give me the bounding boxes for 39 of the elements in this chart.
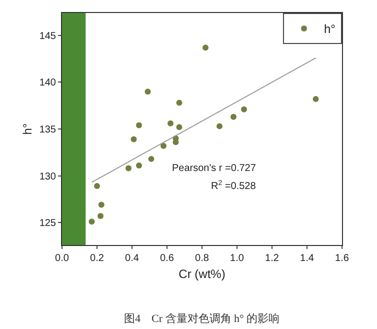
point <box>312 96 319 102</box>
point <box>241 106 247 112</box>
point <box>126 165 132 172</box>
y-tick-label: 140 <box>39 78 56 89</box>
point <box>176 100 182 106</box>
x-axis-title: Cr (wt%) <box>178 266 226 281</box>
point <box>230 114 236 120</box>
x-tick-label: 0.4 <box>125 253 140 264</box>
x-tick-label: 0.8 <box>195 253 210 264</box>
point <box>98 213 104 219</box>
point <box>136 122 142 128</box>
x-tick-label: 0.6 <box>160 253 174 264</box>
point <box>144 88 151 95</box>
point <box>160 142 166 149</box>
point <box>94 183 100 190</box>
point <box>88 218 95 225</box>
annotation: R$^{2}$ =0.528 <box>211 180 256 192</box>
x-tick-label: 1.0 <box>230 253 244 264</box>
x-tick-label: 0.2 <box>90 253 104 264</box>
y-tick-label: 145 <box>39 30 56 42</box>
point <box>136 162 142 168</box>
point <box>216 123 222 130</box>
point <box>176 124 182 130</box>
point <box>98 202 104 208</box>
legend-label: h° <box>324 22 336 36</box>
x-tick-label: 1.4 <box>300 253 314 264</box>
y-tick-label: 135 <box>39 124 56 136</box>
y-tick-label: 125 <box>39 218 56 230</box>
y-tick-label: 130 <box>39 171 56 182</box>
point <box>202 44 208 51</box>
x-tick-label: 1.2 <box>265 253 280 264</box>
y-axis-title: h° <box>20 123 35 135</box>
point <box>168 120 174 126</box>
annotation: Pearson's r =0.727 <box>172 163 256 174</box>
point <box>148 156 154 162</box>
x-tick-label: 1.6 <box>335 253 350 264</box>
caption: 图4 Cr 含量对色调角 h° 的影响 <box>124 312 280 325</box>
point <box>130 136 137 142</box>
x-tick-label: 0.0 <box>55 253 70 264</box>
